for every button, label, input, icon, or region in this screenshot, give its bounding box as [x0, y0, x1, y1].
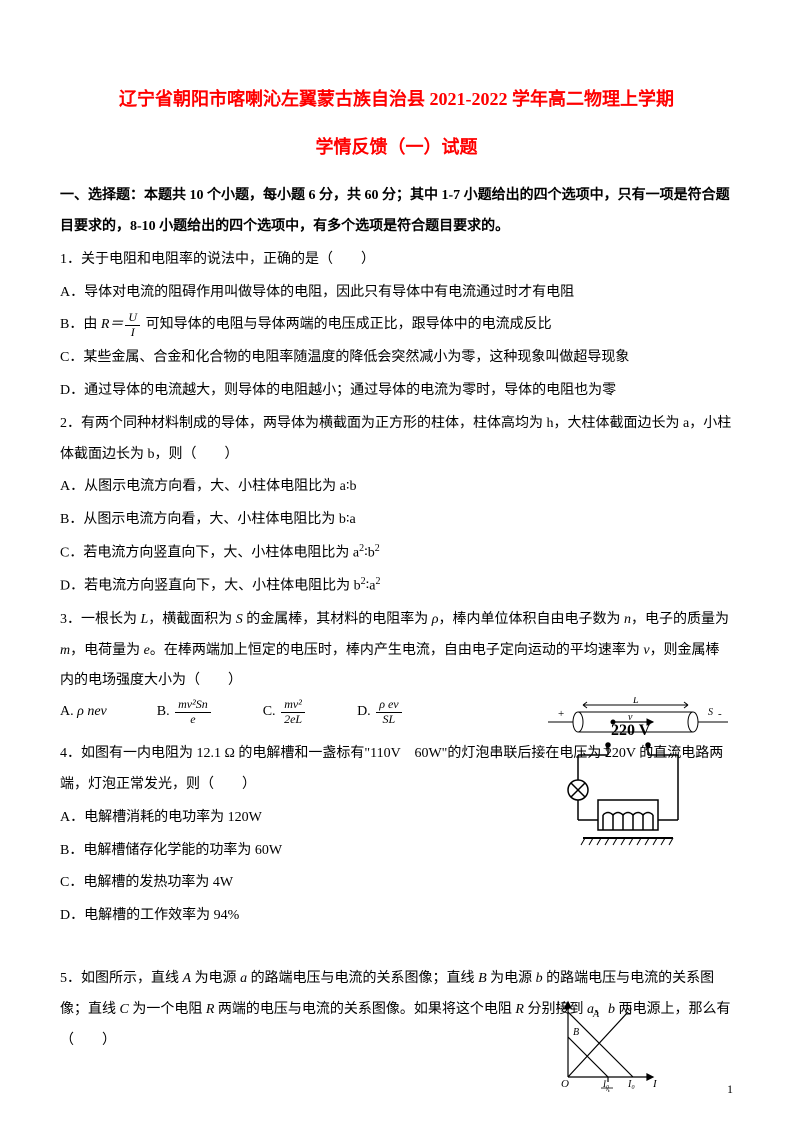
q5-R2: R — [515, 1002, 524, 1017]
graph-I0half-den: 2 — [605, 1088, 610, 1092]
graph-C-label: C — [625, 1007, 632, 1018]
q3-s5: ，电荷量为 — [70, 643, 144, 658]
q3-a-label: A. — [60, 704, 74, 719]
q5-s6: 两端的电压与电流的关系图像。如果将这个电阻 — [214, 1002, 515, 1017]
q1-b-fraction: UI — [125, 311, 140, 338]
q3-option-d: D. ρ evSL — [357, 697, 404, 728]
q3-c-den: 2eL — [281, 713, 305, 726]
graph-B-label: B — [573, 1027, 579, 1038]
q1-b-pre: B．由 — [60, 317, 101, 332]
q3-option-c: C. mv²2eL — [263, 697, 307, 728]
q3-option-a: A. ρ nev — [60, 697, 107, 728]
question-2-stem: 2．有两个同种材料制成的导体，两导体为横截面为正方形的柱体，柱体高均为 h，大柱… — [60, 409, 733, 471]
q3-m: m — [60, 643, 70, 658]
q5-s5: 为一个电阻 — [129, 1002, 206, 1017]
svg-text:+: + — [603, 741, 610, 755]
svg-text:−: − — [645, 741, 653, 756]
q3-rho: ρ — [432, 612, 439, 627]
q5-C: C — [120, 1002, 129, 1017]
svg-text:O: O — [561, 1078, 569, 1090]
q4-option-c: C．电解槽的发热功率为 4W — [60, 868, 733, 899]
svg-text:-: - — [718, 708, 722, 720]
q3-b-num: mv²Sn — [175, 698, 211, 712]
q3-d-den: SL — [376, 713, 401, 726]
q3-S: S — [236, 612, 243, 627]
q2-c-pre: C．若电流方向竖直向下，大、小柱体电阻比为 a — [60, 546, 359, 561]
q3-s4: ，电子的质量为 — [631, 612, 729, 627]
question-1-stem: 1．关于电阻和电阻率的说法中，正确的是（ ） — [60, 245, 733, 276]
graph-diagram: U I O A B C I₀ I₀ 2 — [553, 997, 663, 1092]
q2-option-c: C．若电流方向竖直向下，大、小柱体电阻比为 a2∶b2 — [60, 538, 733, 569]
circuit-voltage-label: 220 V — [611, 722, 651, 739]
q2-option-d: D．若电流方向竖直向下，大、小柱体电阻比为 b2∶a2 — [60, 571, 733, 602]
q1-option-c: C．某些金属、合金和化合物的电阻率随温度的降低会突然减小为零，这种现象叫做超导现… — [60, 343, 733, 374]
q2-d-sup2: 2 — [375, 576, 380, 587]
graph-I-label: I — [652, 1078, 658, 1090]
q5-s2: 的路端电压与电流的关系图像；直线 — [247, 971, 478, 986]
q3-s1: ，横截面积为 — [148, 612, 236, 627]
q2-option-b: B．从图示电流方向看，大、小柱体电阻比为 b∶a — [60, 505, 733, 536]
q3-s6: 。在棒两端加上恒定的电压时，棒内产生电流，自由电子定向运动的平均速率为 — [150, 643, 644, 658]
page-number: 1 — [727, 1076, 733, 1102]
svg-text:+: + — [558, 708, 564, 720]
q5-s1: 为电源 — [191, 971, 240, 986]
q3-a-val: ρ nev — [77, 704, 107, 719]
q3-s3: ，棒内单位体积自由电子数为 — [439, 612, 625, 627]
q1-b-num: U — [125, 311, 140, 325]
rod-L-label: L — [632, 697, 639, 706]
rod-S-label: S — [708, 707, 713, 718]
title-line-1: 辽宁省朝阳市喀喇沁左翼蒙古族自治县 2021-2022 学年高二物理上学期 — [60, 80, 733, 120]
q5-s3: 为电源 — [487, 971, 536, 986]
title-line-2: 学情反馈（一）试题 — [60, 128, 733, 168]
question-3-stem: 3．一根长为 L，横截面积为 S 的金属棒，其材料的电阻率为 ρ，棒内单位体积自… — [60, 605, 733, 697]
q3-s2: 的金属棒，其材料的电阻率为 — [243, 612, 432, 627]
q5-A: A — [183, 971, 192, 986]
q2-c-sup2: 2 — [375, 543, 380, 554]
q5-a: a — [240, 971, 247, 986]
q3-s0: 3．一根长为 — [60, 612, 141, 627]
graph-I0-label: I₀ — [627, 1079, 635, 1090]
q3-d-num: ρ ev — [376, 698, 401, 712]
q5-s0: 5．如图所示，直线 — [60, 971, 183, 986]
graph-A-label: A — [592, 1009, 600, 1020]
q5-b: b — [536, 971, 543, 986]
q3-n: n — [624, 612, 631, 627]
q2-d-pre: D．若电流方向竖直向下，大、小柱体电阻比为 b — [60, 579, 361, 594]
q4-option-d: D．电解槽的工作效率为 94% — [60, 901, 733, 932]
q2-d-mid: ∶a — [366, 579, 376, 594]
circuit-diagram: 220 V + − — [553, 720, 703, 850]
q1-option-a: A．导体对电流的阻碍作用叫做导体的电阻，因此只有导体中有电流通过时才有电阻 — [60, 278, 733, 309]
q1-b-mid: R＝ — [101, 317, 124, 332]
q3-b-den: e — [175, 713, 211, 726]
q3-option-b: B. mv²Sne — [157, 697, 213, 728]
q1-option-b: B．由 R＝UI 可知导体的电阻与导体两端的电压成正比，跟导体中的电流成反比 — [60, 310, 733, 341]
q3-c-label: C. — [263, 704, 276, 719]
section-1-heading: 一、选择题：本题共 10 个小题，每小题 6 分，共 60 分；其中 1-7 小… — [60, 181, 733, 243]
q3-d-label: D. — [357, 704, 371, 719]
graph-U-label: U — [556, 1000, 565, 1012]
q1-b-post: 可知导体的电阻与导体两端的电压成正比，跟导体中的电流成反比 — [142, 317, 552, 332]
q3-c-num: mv² — [281, 698, 305, 712]
q1-option-d: D．通过导体的电流越大，则导体的电阻越小；通过导体的电流为零时，导体的电阻也为零 — [60, 376, 733, 407]
q5-B: B — [478, 971, 487, 986]
q2-option-a: A．从图示电流方向看，大、小柱体电阻比为 a∶b — [60, 472, 733, 503]
q3-b-label: B. — [157, 704, 170, 719]
q1-b-den: I — [125, 326, 140, 339]
q2-c-mid: ∶b — [364, 546, 375, 561]
